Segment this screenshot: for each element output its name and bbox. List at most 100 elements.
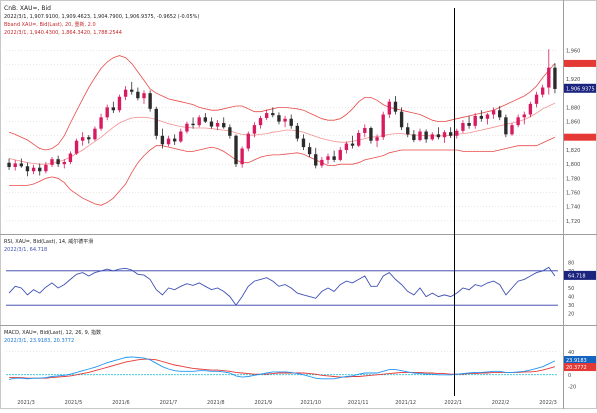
x-tick-label: 2021/10 (300, 400, 321, 406)
candle-body (338, 149, 342, 160)
candle-body (448, 132, 453, 136)
x-tick-label: 2021/11 (348, 400, 369, 406)
last-price-label: 1,906.9375 (566, 86, 595, 92)
x-tick-label: 2021/3 (17, 400, 35, 406)
candle-body (522, 114, 526, 118)
bollinger-values: 2022/3/1, 1,940.4300, 1,864.3420, 1,788.… (4, 30, 122, 36)
candle-body (87, 137, 91, 140)
candle-body (326, 156, 330, 160)
candle-body (93, 128, 97, 140)
candle-body (356, 132, 361, 146)
macd-indicator (6, 356, 558, 380)
candle-body (473, 115, 477, 126)
x-tick-label: 2022/3 (539, 400, 557, 406)
candle-body (424, 131, 428, 140)
macd-tick-label: 0 (568, 373, 571, 379)
macd-value-label: 20.3772 (566, 365, 587, 371)
candle-body (240, 148, 244, 165)
x-tick-label: 2021/6 (112, 400, 130, 406)
candle-body (62, 162, 66, 165)
candle-body (111, 107, 116, 111)
price-tick-label: 1,780 (566, 176, 580, 182)
candle-body (430, 134, 434, 140)
candle-body (369, 127, 373, 141)
rsi-indicator (6, 266, 558, 306)
macd-tick-label: -20 (568, 384, 576, 390)
candle-body (283, 118, 287, 122)
price-tick-label: 1,920 (566, 77, 580, 83)
candle-body (25, 166, 30, 172)
candle-body (498, 110, 502, 118)
last-price-badge (564, 83, 596, 93)
candle-body (553, 67, 557, 89)
candle-body (252, 125, 257, 134)
macd-values: 2022/3/1, 23.9183, 20.3772 (4, 338, 74, 344)
candle-body (479, 115, 484, 119)
macd-value-label: 23.9183 (566, 358, 587, 364)
price-tick-label: 1,820 (566, 148, 580, 154)
candle-body (455, 130, 459, 136)
macd-line (9, 356, 556, 380)
candle-body (467, 123, 471, 126)
macd-signal-line (9, 358, 556, 379)
rsi-tick-label: 40 (568, 295, 574, 301)
rsi-tick-label: 30 (568, 303, 574, 309)
candle-body (197, 117, 201, 126)
bollinger-upper-band (8, 55, 556, 151)
price-tick-label: 1,760 (566, 191, 580, 197)
candle-body (510, 125, 514, 135)
x-tick-label: 2021/8 (207, 400, 225, 406)
candle-body (203, 117, 208, 122)
candle-body (393, 101, 398, 112)
x-tick-label: 2022/1 (444, 400, 462, 406)
x-tick-label: 2021/12 (395, 400, 416, 406)
macd-legend: MACD, XAU=, Bid(Last), 12, 26, 9, 指数 (4, 329, 101, 336)
candle-body (191, 123, 195, 126)
candle-body (381, 114, 385, 138)
candle-body (99, 117, 103, 129)
candle-body (148, 93, 152, 109)
candle-body (154, 108, 158, 136)
x-tick-label: 2021/9 (254, 400, 272, 406)
candle-body (68, 153, 73, 163)
candle-body (19, 163, 24, 167)
candle-body (461, 123, 465, 131)
candle-body (399, 111, 404, 128)
candle-body (264, 113, 269, 119)
candle-body (142, 93, 146, 99)
candle-body (117, 96, 122, 111)
candle-body (166, 138, 171, 145)
candle-body (387, 101, 392, 115)
x-tick-label: 2021/5 (65, 400, 83, 406)
candle-body (307, 147, 312, 155)
candle-body (320, 159, 324, 166)
rsi-values: 2022/3/1, 64.718 (4, 247, 47, 253)
price-tick-label: 1,740 (566, 205, 580, 211)
x-tick-label: 2022/2 (492, 400, 510, 406)
candle-body (209, 121, 214, 127)
candle-body (123, 89, 128, 97)
candle-body (105, 107, 109, 118)
macd-tick-label: 40 (568, 350, 574, 356)
candle-body (528, 103, 533, 115)
rsi-legend: RSI, XAU=, Bid(Last), 14, 威尔德平滑 (4, 238, 93, 245)
candle-body (215, 123, 220, 127)
candle-body (7, 162, 11, 167)
candle-body (50, 159, 54, 165)
price-tick-label: 1,800 (566, 162, 580, 168)
candle-body (179, 131, 183, 142)
rsi-panel-header: RSI, XAU=, Bid(Last), 14, 威尔德平滑 2022/3/1… (4, 238, 93, 253)
candle-body (350, 143, 355, 146)
price-tick-label: 1,720 (566, 219, 580, 225)
rsi-tick-label: 80 (568, 260, 574, 266)
x-tick-label: 2021/7 (160, 400, 178, 406)
symbol-label: CnB. XAU=, Bid (4, 5, 51, 12)
candle-body (314, 154, 318, 166)
macd-value-badge (564, 363, 596, 372)
rsi-value-badge (564, 270, 596, 280)
candle-body (363, 127, 367, 133)
price-tick-label: 1,880 (566, 105, 580, 111)
candle-body (234, 135, 238, 165)
